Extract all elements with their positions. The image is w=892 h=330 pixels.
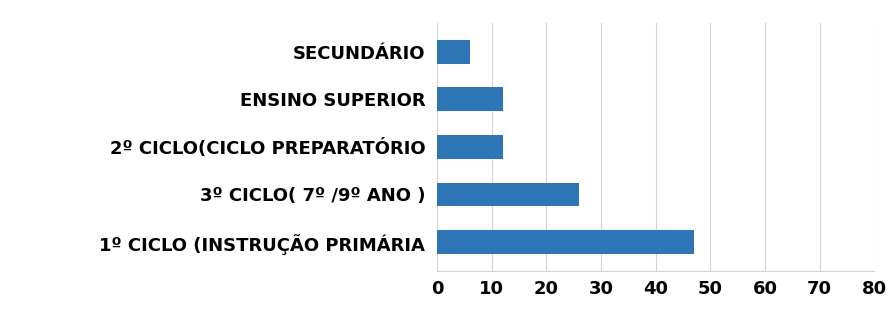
Bar bbox=[437, 182, 579, 206]
Bar bbox=[437, 230, 694, 254]
Bar bbox=[437, 87, 503, 111]
Bar bbox=[437, 135, 503, 159]
Bar bbox=[437, 40, 470, 64]
